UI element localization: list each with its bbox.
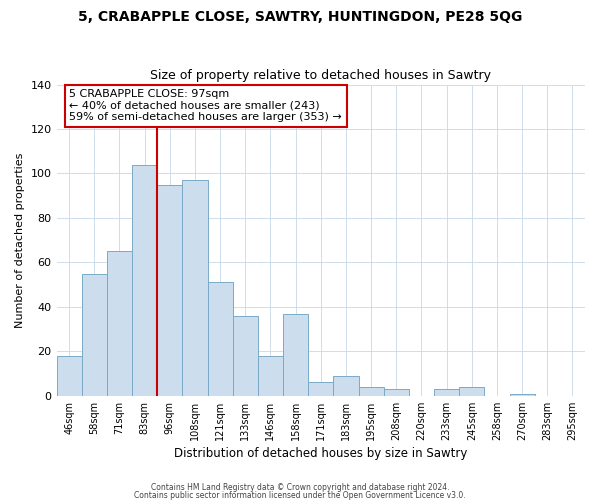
- Bar: [509, 394, 535, 396]
- Bar: [107, 252, 132, 396]
- Bar: [459, 387, 484, 396]
- Bar: [182, 180, 208, 396]
- Bar: [258, 356, 283, 396]
- Bar: [383, 389, 409, 396]
- Bar: [283, 314, 308, 396]
- Y-axis label: Number of detached properties: Number of detached properties: [15, 152, 25, 328]
- Bar: [208, 282, 233, 396]
- X-axis label: Distribution of detached houses by size in Sawtry: Distribution of detached houses by size …: [174, 447, 467, 460]
- Bar: [434, 389, 459, 396]
- Text: Contains public sector information licensed under the Open Government Licence v3: Contains public sector information licen…: [134, 490, 466, 500]
- Bar: [157, 184, 182, 396]
- Text: 5 CRABAPPLE CLOSE: 97sqm
← 40% of detached houses are smaller (243)
59% of semi-: 5 CRABAPPLE CLOSE: 97sqm ← 40% of detach…: [70, 89, 342, 122]
- Text: 5, CRABAPPLE CLOSE, SAWTRY, HUNTINGDON, PE28 5QG: 5, CRABAPPLE CLOSE, SAWTRY, HUNTINGDON, …: [78, 10, 522, 24]
- Bar: [334, 376, 359, 396]
- Bar: [308, 382, 334, 396]
- Bar: [56, 356, 82, 396]
- Bar: [233, 316, 258, 396]
- Title: Size of property relative to detached houses in Sawtry: Size of property relative to detached ho…: [150, 69, 491, 82]
- Bar: [359, 387, 383, 396]
- Bar: [82, 274, 107, 396]
- Bar: [132, 164, 157, 396]
- Text: Contains HM Land Registry data © Crown copyright and database right 2024.: Contains HM Land Registry data © Crown c…: [151, 484, 449, 492]
